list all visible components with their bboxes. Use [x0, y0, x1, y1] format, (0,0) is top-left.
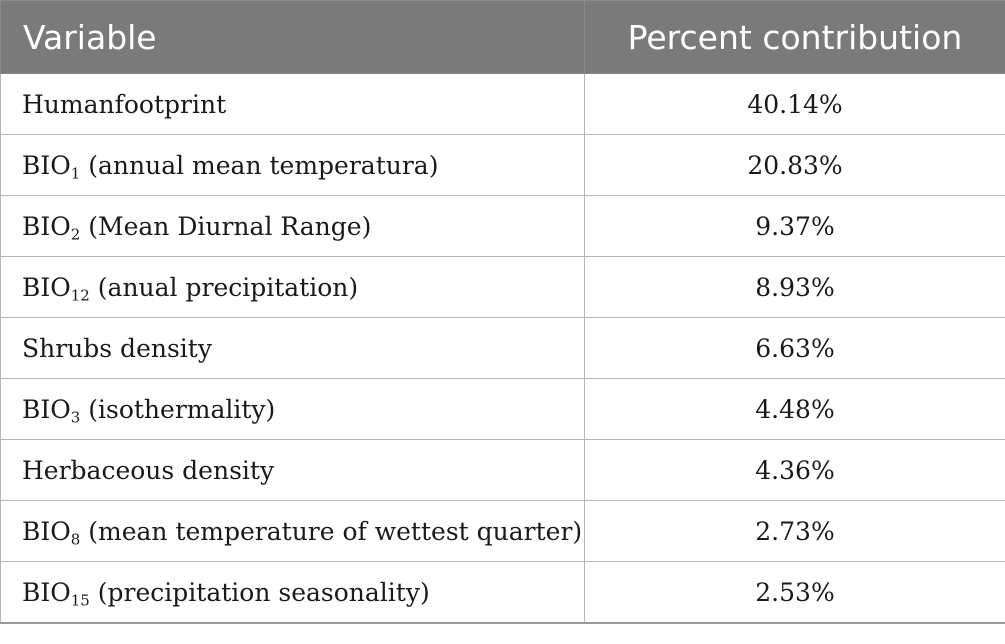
table-row: BIO1 (annual mean temperatura) 20.83% — [0, 134, 1005, 196]
variable-cell: BIO1 (annual mean temperatura) — [0, 134, 585, 196]
variable-subscript: 15 — [70, 591, 90, 609]
variable-cell: BIO3 (isothermality) — [0, 378, 585, 440]
variable-cell: Herbaceous density — [0, 439, 585, 501]
percent-cell: 4.48% — [584, 378, 1005, 440]
variable-cell: BIO12 (anual precipitation) — [0, 256, 585, 318]
variable-subscript: 8 — [70, 530, 81, 548]
variable-name: BIO — [22, 394, 71, 424]
variable-subscript: 3 — [70, 408, 81, 426]
percent-cell: 2.53% — [584, 561, 1005, 624]
variable-description: (mean temperature of wettest quarter) — [80, 516, 583, 546]
table-header: Variable Percent contribution — [0, 0, 1005, 74]
variable-cell: BIO15 (precipitation seasonality) — [0, 561, 585, 624]
header-row: Variable Percent contribution — [0, 0, 1005, 74]
variable-cell: Shrubs density — [0, 317, 585, 379]
variable-name: BIO — [22, 272, 71, 302]
header-percent-contribution: Percent contribution — [584, 0, 1005, 74]
variable-name: Shrubs density — [22, 333, 212, 363]
percent-cell: 6.63% — [584, 317, 1005, 379]
percent-cell: 9.37% — [584, 195, 1005, 257]
variable-name: Herbaceous density — [22, 455, 275, 485]
table-row: Humanfootprint 40.14% — [0, 73, 1005, 135]
table-row: BIO2 (Mean Diurnal Range) 9.37% — [0, 195, 1005, 257]
table-row: Herbaceous density 4.36% — [0, 439, 1005, 501]
variable-description: (annual mean temperatura) — [80, 150, 439, 180]
variable-name: BIO — [22, 577, 71, 607]
variable-name: Humanfootprint — [22, 89, 227, 119]
variable-description: (precipitation seasonality) — [89, 577, 430, 607]
variable-name: BIO — [22, 516, 71, 546]
table-row: BIO3 (isothermality) 4.48% — [0, 378, 1005, 440]
variable-cell: BIO8 (mean temperature of wettest quarte… — [0, 500, 585, 562]
variable-subscript: 2 — [70, 225, 81, 243]
variable-subscript: 12 — [70, 286, 90, 304]
table-row: BIO15 (precipitation seasonality) 2.53% — [0, 561, 1005, 624]
percent-cell: 20.83% — [584, 134, 1005, 196]
variable-description: (isothermality) — [80, 394, 276, 424]
table-body: Humanfootprint 40.14% BIO1 (annual mean … — [0, 73, 1005, 624]
percent-cell: 40.14% — [584, 73, 1005, 135]
percent-cell: 4.36% — [584, 439, 1005, 501]
variable-subscript: 1 — [70, 164, 81, 182]
variable-description: (Mean Diurnal Range) — [80, 211, 372, 241]
percent-cell: 8.93% — [584, 256, 1005, 318]
percent-cell: 2.73% — [584, 500, 1005, 562]
variable-description: (anual precipitation) — [89, 272, 359, 302]
variable-cell: Humanfootprint — [0, 73, 585, 135]
table-row: Shrubs density 6.63% — [0, 317, 1005, 379]
contribution-table: Variable Percent contribution Humanfootp… — [0, 0, 1005, 624]
variable-cell: BIO2 (Mean Diurnal Range) — [0, 195, 585, 257]
variable-name: BIO — [22, 211, 71, 241]
header-variable: Variable — [0, 0, 585, 74]
table-row: BIO8 (mean temperature of wettest quarte… — [0, 500, 1005, 562]
table-row: BIO12 (anual precipitation) 8.93% — [0, 256, 1005, 318]
variable-name: BIO — [22, 150, 71, 180]
